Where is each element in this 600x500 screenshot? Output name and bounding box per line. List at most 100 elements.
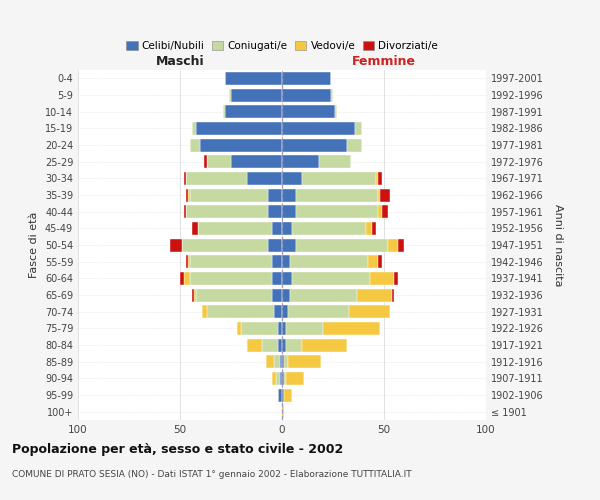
Bar	[284, 355, 288, 368]
Bar	[184, 272, 190, 285]
Bar	[355, 122, 362, 135]
Bar	[272, 272, 282, 285]
Text: Popolazione per età, sesso e stato civile - 2002: Popolazione per età, sesso e stato civil…	[12, 442, 343, 456]
Bar	[282, 288, 290, 302]
Bar	[237, 322, 241, 335]
Bar	[282, 72, 331, 85]
Bar	[370, 272, 394, 285]
Bar	[302, 338, 347, 351]
Bar	[282, 372, 284, 385]
Bar	[190, 188, 268, 202]
Bar	[284, 388, 292, 402]
Bar	[268, 205, 282, 218]
Bar	[319, 155, 352, 168]
Bar	[205, 155, 206, 168]
Bar	[368, 255, 378, 268]
Bar	[276, 372, 280, 385]
Bar	[290, 255, 368, 268]
Bar	[282, 355, 284, 368]
Bar	[380, 188, 390, 202]
Bar	[186, 188, 188, 202]
Bar	[272, 288, 282, 302]
Bar	[349, 305, 390, 318]
Bar	[170, 238, 182, 252]
Bar	[331, 88, 333, 102]
Bar	[282, 272, 292, 285]
Bar	[196, 288, 272, 302]
Bar	[184, 205, 186, 218]
Bar	[186, 172, 247, 185]
Bar	[280, 355, 282, 368]
Bar	[190, 272, 272, 285]
Bar	[282, 205, 296, 218]
Bar	[184, 172, 186, 185]
Bar	[394, 272, 398, 285]
Bar	[268, 238, 282, 252]
Bar	[372, 222, 376, 235]
Bar	[282, 155, 319, 168]
Bar	[323, 322, 380, 335]
Bar	[272, 372, 276, 385]
Bar	[286, 372, 304, 385]
Bar	[335, 105, 337, 118]
Bar	[282, 222, 292, 235]
Bar	[278, 322, 282, 335]
Bar	[282, 105, 335, 118]
Bar	[365, 222, 372, 235]
Bar	[206, 305, 274, 318]
Bar	[286, 338, 302, 351]
Bar	[200, 138, 282, 151]
Bar	[382, 205, 388, 218]
Text: COMUNE DI PRATO SESIA (NO) - Dati ISTAT 1° gennaio 2002 - Elaborazione TUTTITALI: COMUNE DI PRATO SESIA (NO) - Dati ISTAT …	[12, 470, 412, 479]
Bar	[247, 172, 282, 185]
Bar	[223, 105, 225, 118]
Bar	[282, 338, 286, 351]
Bar	[292, 272, 370, 285]
Bar	[188, 255, 190, 268]
Bar	[302, 172, 376, 185]
Bar	[192, 222, 199, 235]
Y-axis label: Anni di nascita: Anni di nascita	[553, 204, 563, 286]
Bar	[231, 155, 282, 168]
Bar	[282, 322, 286, 335]
Bar	[180, 272, 184, 285]
Bar	[288, 355, 321, 368]
Bar	[280, 372, 282, 385]
Bar	[202, 305, 206, 318]
Bar	[378, 255, 382, 268]
Bar	[278, 388, 282, 402]
Bar	[186, 205, 268, 218]
Bar	[188, 188, 190, 202]
Bar	[378, 205, 382, 218]
Bar	[296, 238, 388, 252]
Text: Maschi: Maschi	[155, 56, 205, 68]
Bar	[196, 122, 282, 135]
Bar	[398, 238, 404, 252]
Bar	[296, 205, 378, 218]
Bar	[376, 172, 378, 185]
Bar	[358, 288, 392, 302]
Bar	[229, 88, 231, 102]
Bar	[262, 338, 278, 351]
Bar	[278, 338, 282, 351]
Bar	[241, 322, 278, 335]
Bar	[266, 355, 274, 368]
Legend: Celibi/Nubili, Coniugati/e, Vedovi/e, Divorziati/e: Celibi/Nubili, Coniugati/e, Vedovi/e, Di…	[126, 41, 438, 51]
Bar	[231, 88, 282, 102]
Bar	[194, 288, 196, 302]
Bar	[282, 88, 331, 102]
Bar	[192, 288, 194, 302]
Bar	[282, 238, 296, 252]
Bar	[192, 122, 196, 135]
Bar	[206, 155, 231, 168]
Bar	[274, 305, 282, 318]
Bar	[199, 222, 272, 235]
Bar	[282, 138, 347, 151]
Bar	[282, 405, 284, 418]
Bar	[282, 188, 296, 202]
Y-axis label: Fasce di età: Fasce di età	[29, 212, 39, 278]
Bar	[288, 305, 349, 318]
Bar	[292, 222, 365, 235]
Bar	[282, 305, 288, 318]
Bar	[247, 338, 262, 351]
